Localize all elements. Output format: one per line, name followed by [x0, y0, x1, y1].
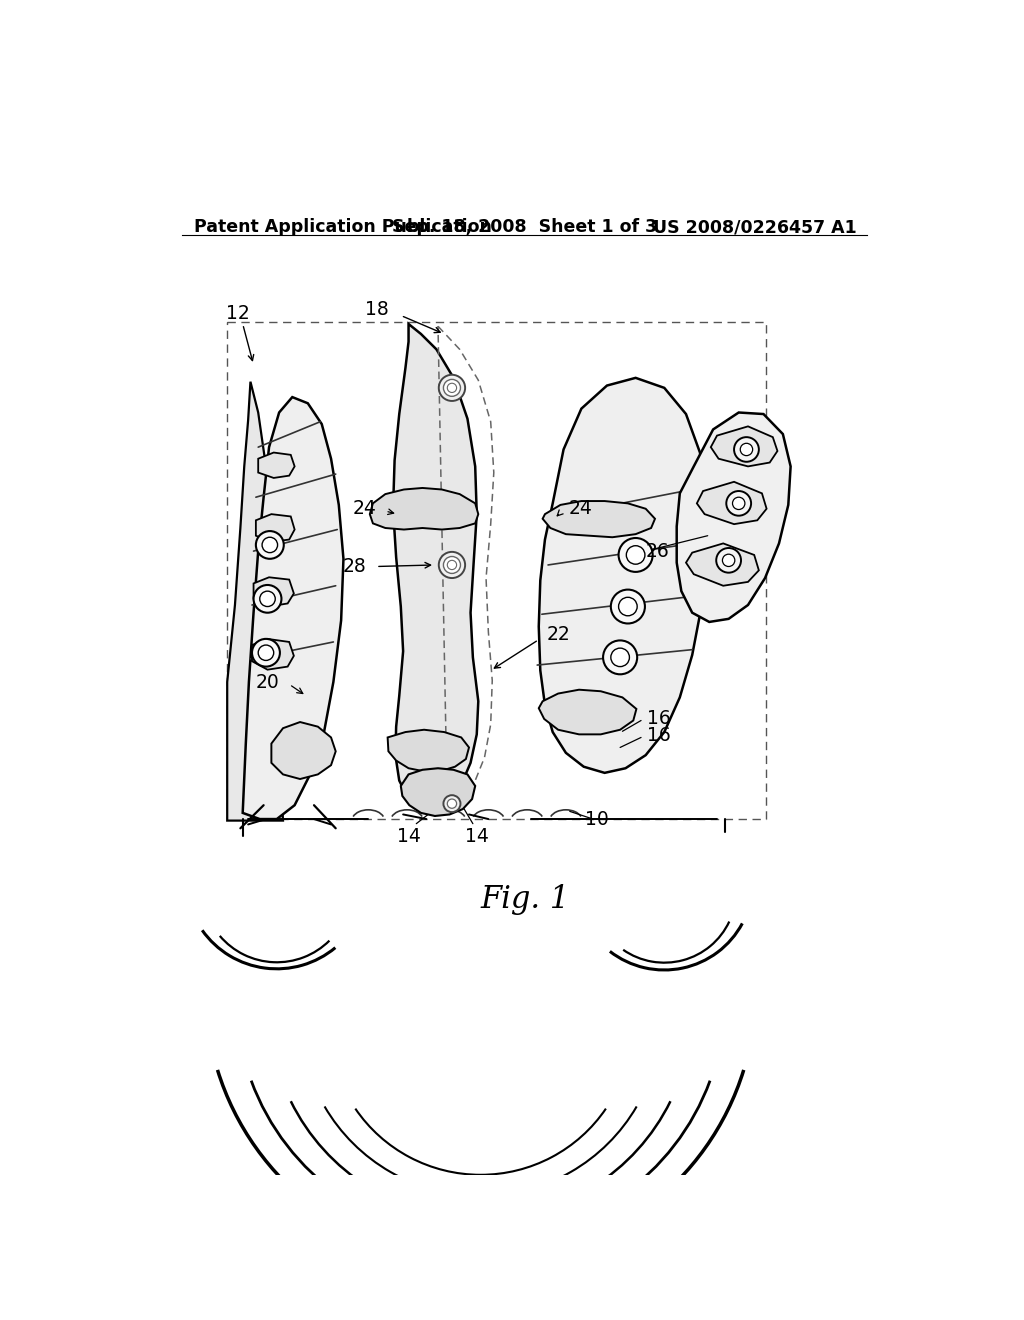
- Polygon shape: [243, 397, 343, 818]
- Circle shape: [603, 640, 637, 675]
- Circle shape: [252, 639, 280, 667]
- Text: 18: 18: [366, 300, 389, 319]
- Circle shape: [716, 548, 741, 573]
- Circle shape: [618, 539, 652, 572]
- Polygon shape: [271, 722, 336, 779]
- Text: Patent Application Publication: Patent Application Publication: [194, 218, 492, 236]
- Circle shape: [447, 383, 457, 392]
- Circle shape: [256, 531, 284, 558]
- Text: US 2008/0226457 A1: US 2008/0226457 A1: [652, 218, 856, 236]
- Circle shape: [258, 645, 273, 660]
- Text: 24: 24: [352, 499, 376, 519]
- Text: 16: 16: [647, 709, 671, 729]
- Polygon shape: [252, 639, 294, 669]
- Text: 16: 16: [647, 726, 671, 746]
- Circle shape: [627, 545, 645, 564]
- Circle shape: [722, 554, 735, 566]
- Text: 24: 24: [568, 499, 592, 519]
- Polygon shape: [400, 768, 475, 816]
- Bar: [227, 322, 766, 818]
- Polygon shape: [256, 515, 295, 543]
- Text: 20: 20: [255, 672, 280, 692]
- Text: 28: 28: [343, 557, 367, 576]
- Circle shape: [438, 375, 465, 401]
- Circle shape: [732, 498, 744, 510]
- Polygon shape: [543, 502, 655, 537]
- Text: 14: 14: [397, 826, 421, 846]
- Circle shape: [618, 597, 637, 615]
- Polygon shape: [711, 426, 777, 466]
- Circle shape: [438, 552, 465, 578]
- Polygon shape: [258, 453, 295, 478]
- Circle shape: [611, 648, 630, 667]
- Text: 22: 22: [547, 624, 570, 644]
- Circle shape: [254, 585, 282, 612]
- Circle shape: [611, 590, 645, 623]
- Circle shape: [262, 537, 278, 553]
- Circle shape: [443, 557, 461, 573]
- Polygon shape: [686, 544, 759, 586]
- Polygon shape: [677, 412, 791, 622]
- Circle shape: [443, 379, 461, 396]
- Circle shape: [726, 491, 751, 516]
- Circle shape: [260, 591, 275, 607]
- Circle shape: [443, 795, 461, 812]
- Text: Sep. 18, 2008  Sheet 1 of 3: Sep. 18, 2008 Sheet 1 of 3: [392, 218, 657, 236]
- Text: 14: 14: [465, 826, 488, 846]
- Circle shape: [734, 437, 759, 462]
- Text: 26: 26: [646, 541, 670, 561]
- Text: 12: 12: [226, 305, 250, 323]
- Polygon shape: [388, 730, 469, 771]
- Circle shape: [447, 560, 457, 570]
- Text: Fig. 1: Fig. 1: [480, 883, 569, 915]
- Circle shape: [447, 799, 457, 808]
- Polygon shape: [227, 381, 283, 821]
- Polygon shape: [393, 323, 478, 812]
- Text: 10: 10: [585, 809, 608, 829]
- Polygon shape: [370, 488, 478, 529]
- Polygon shape: [539, 378, 708, 774]
- Circle shape: [740, 444, 753, 455]
- Polygon shape: [254, 577, 294, 607]
- Polygon shape: [697, 482, 767, 524]
- Polygon shape: [539, 689, 636, 734]
